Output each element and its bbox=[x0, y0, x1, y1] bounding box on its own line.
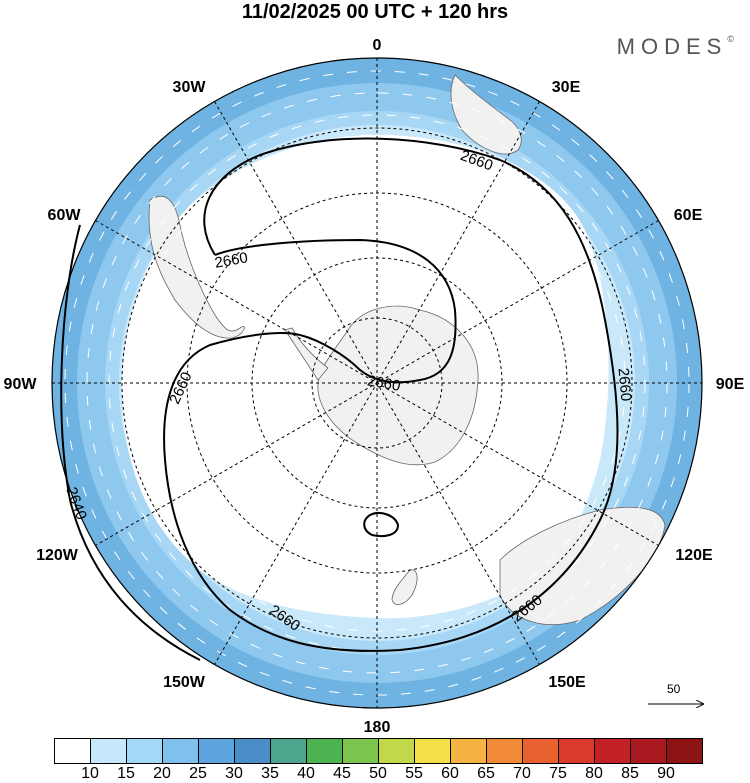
colorbar-box bbox=[558, 738, 595, 764]
map-title: 11/02/2025 00 UTC + 120 hrs bbox=[241, 1, 509, 23]
lon-label-90w: 90W bbox=[4, 376, 38, 393]
contour-label: 2660 bbox=[366, 372, 402, 395]
contour-2660-main bbox=[163, 137, 619, 652]
lon-label-60e: 60E bbox=[674, 207, 703, 224]
colorbar-box bbox=[306, 738, 343, 764]
colorbar-tick-label: 45 bbox=[333, 765, 351, 782]
colorbar-tick-label: 85 bbox=[621, 765, 639, 782]
contour-label: 2660 bbox=[213, 249, 249, 272]
height-contours bbox=[60, 137, 619, 661]
colorbar-tick-label: 70 bbox=[513, 765, 531, 782]
lon-label-120e: 120E bbox=[675, 547, 713, 564]
colorbar-tick-label: 65 bbox=[477, 765, 495, 782]
lon-label-60w: 60W bbox=[48, 207, 82, 224]
africa-tip bbox=[450, 74, 522, 155]
colorbar-tick-label: 50 bbox=[369, 765, 387, 782]
antarctica bbox=[317, 305, 479, 466]
colorbar-tick-label: 75 bbox=[549, 765, 567, 782]
colorbar-box bbox=[450, 738, 487, 764]
colorbar-box bbox=[666, 738, 703, 764]
lon-label-30e: 30E bbox=[552, 79, 581, 96]
contour-2640 bbox=[60, 224, 201, 661]
colorbar-box bbox=[234, 738, 271, 764]
colorbar-tick-label: 15 bbox=[117, 765, 135, 782]
colorbar-tick-label: 90 bbox=[657, 765, 675, 782]
colorbar-tick-label: 55 bbox=[405, 765, 423, 782]
colorbar-box bbox=[414, 738, 451, 764]
modes-logo: MODES© bbox=[616, 34, 734, 59]
lon-label-0: 0 bbox=[373, 37, 382, 54]
colorbar-box bbox=[630, 738, 667, 764]
colorbar-box bbox=[126, 738, 163, 764]
lon-label-90e: 90E bbox=[716, 376, 745, 393]
colorbar-box bbox=[342, 738, 379, 764]
colorbar-tick-label: 80 bbox=[585, 765, 603, 782]
colorbar-tick-label: 40 bbox=[297, 765, 315, 782]
longitude-labels: 0 30E 60E 90E 120E 150E 180 150W 120W 90… bbox=[4, 37, 745, 736]
lon-label-150w: 150W bbox=[163, 674, 206, 691]
graticule bbox=[52, 58, 702, 708]
colorbar-box bbox=[162, 738, 199, 764]
colorbar-box bbox=[270, 738, 307, 764]
contour-label: 2660 bbox=[615, 367, 635, 402]
contour-2660-closed bbox=[363, 512, 400, 538]
lon-label-30w: 30W bbox=[173, 79, 207, 96]
colorbar-tick-label: 60 bbox=[441, 765, 459, 782]
colorbar-box bbox=[198, 738, 235, 764]
colorbar-tick-label: 10 bbox=[81, 765, 99, 782]
south-america bbox=[148, 195, 245, 339]
colorbar-tick-label: 35 bbox=[261, 765, 279, 782]
colorbar-box bbox=[486, 738, 523, 764]
colorbar-tick-label: 25 bbox=[189, 765, 207, 782]
vector-scale-label: 50 bbox=[667, 682, 681, 696]
colorbar-box bbox=[522, 738, 559, 764]
new-zealand bbox=[391, 569, 418, 605]
colorbar-box bbox=[90, 738, 127, 764]
colorbar-box bbox=[54, 738, 91, 764]
colorbar-box bbox=[378, 738, 415, 764]
map-boundary bbox=[51, 57, 703, 709]
colorbar bbox=[54, 738, 703, 764]
antarctic-peninsula bbox=[284, 327, 329, 381]
colorbar-tick-label: 30 bbox=[225, 765, 243, 782]
colorbar-box bbox=[594, 738, 631, 764]
contour-2660-inner bbox=[214, 238, 457, 384]
lon-label-180: 180 bbox=[364, 719, 391, 736]
lon-label-150e: 150E bbox=[548, 674, 586, 691]
colorbar-tick-label: 20 bbox=[153, 765, 171, 782]
lon-label-120w: 120W bbox=[36, 547, 79, 564]
